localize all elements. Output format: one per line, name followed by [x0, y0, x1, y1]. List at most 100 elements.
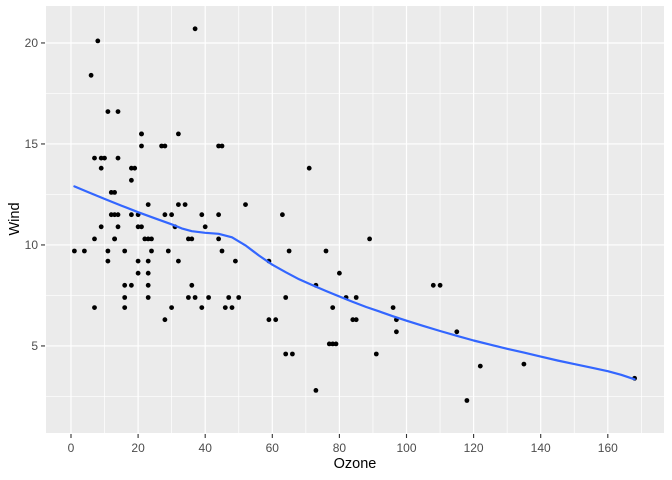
- data-point: [98, 224, 104, 230]
- smooth-line: [73, 185, 636, 381]
- data-point: [280, 212, 285, 218]
- data-point: [176, 258, 181, 264]
- data-point: [437, 282, 443, 288]
- data-point: [233, 258, 238, 264]
- y-axis-title: Wind: [7, 202, 23, 236]
- data-point: [219, 248, 225, 254]
- x-tick-label: 60: [266, 441, 280, 455]
- data-point: [202, 224, 208, 230]
- data-point: [122, 282, 128, 288]
- data-point: [243, 202, 248, 208]
- data-point: [521, 361, 527, 367]
- data-point: [236, 295, 242, 300]
- data-point: [98, 155, 104, 161]
- data-point: [132, 165, 138, 171]
- data-point: [139, 224, 144, 230]
- data-point: [139, 143, 144, 149]
- data-point: [286, 248, 292, 254]
- data-point: [122, 248, 128, 254]
- data-point: [145, 236, 151, 242]
- data-point: [122, 305, 128, 310]
- data-point: [92, 236, 97, 242]
- data-point: [182, 202, 188, 208]
- data-point: [145, 282, 151, 288]
- data-point: [176, 131, 181, 137]
- data-point: [122, 295, 128, 300]
- data-point: [192, 26, 198, 32]
- data-point: [229, 305, 235, 310]
- data-point: [92, 155, 97, 161]
- data-point: [129, 212, 134, 218]
- data-point: [353, 317, 359, 323]
- x-tick-label: 160: [598, 441, 618, 455]
- data-point: [129, 177, 134, 183]
- data-point: [129, 165, 134, 171]
- data-point: [145, 270, 151, 276]
- data-point: [219, 143, 225, 149]
- data-point: [162, 143, 168, 149]
- data-point: [176, 202, 181, 208]
- data-point: [283, 351, 289, 357]
- data-point: [142, 236, 148, 242]
- data-point: [105, 258, 111, 264]
- data-point: [430, 282, 436, 288]
- data-point: [72, 248, 77, 254]
- data-point: [108, 190, 114, 195]
- data-point: [216, 212, 222, 218]
- data-point: [139, 131, 144, 137]
- data-point: [162, 317, 168, 323]
- data-point: [390, 305, 396, 310]
- plot-panel: [46, 6, 664, 433]
- data-point: [115, 224, 121, 230]
- data-point: [145, 202, 151, 208]
- data-point: [192, 295, 198, 300]
- data-point: [323, 248, 329, 254]
- data-point: [464, 398, 470, 403]
- x-axis-title: Ozone: [333, 456, 377, 472]
- data-point: [115, 155, 121, 161]
- data-point: [222, 305, 228, 310]
- data-point: [149, 236, 154, 242]
- data-point: [108, 212, 114, 218]
- data-point: [105, 109, 111, 114]
- data-point: [477, 363, 483, 369]
- data-point: [333, 341, 339, 347]
- data-point: [353, 295, 359, 300]
- data-point: [186, 236, 191, 242]
- data-point: [112, 236, 117, 242]
- data-point: [98, 165, 104, 171]
- data-point: [92, 305, 97, 310]
- data-point: [135, 224, 141, 230]
- x-tick-label: 140: [531, 441, 551, 455]
- data-point: [283, 295, 289, 300]
- data-point: [115, 212, 121, 218]
- data-point: [216, 143, 222, 149]
- data-point: [112, 190, 117, 195]
- data-point: [189, 282, 195, 288]
- data-point: [145, 258, 151, 264]
- data-point: [226, 295, 232, 300]
- data-point: [266, 317, 272, 323]
- data-point: [145, 295, 151, 300]
- data-point: [326, 341, 332, 347]
- y-tick-label: 5: [31, 339, 38, 353]
- x-tick-label: 120: [464, 441, 484, 455]
- data-point: [373, 351, 379, 357]
- data-point: [367, 236, 372, 242]
- data-point: [159, 143, 165, 149]
- data-point: [290, 351, 295, 357]
- data-point: [88, 72, 94, 78]
- data-point: [330, 341, 336, 347]
- data-point: [330, 305, 336, 310]
- data-point: [273, 317, 279, 323]
- data-point: [189, 236, 195, 242]
- data-point: [454, 329, 460, 335]
- data-point: [82, 248, 87, 254]
- x-tick-label: 20: [131, 441, 145, 455]
- data-point: [149, 248, 154, 254]
- data-point: [199, 212, 205, 218]
- data-point: [216, 236, 222, 242]
- data-point: [306, 165, 312, 171]
- data-point: [135, 258, 141, 264]
